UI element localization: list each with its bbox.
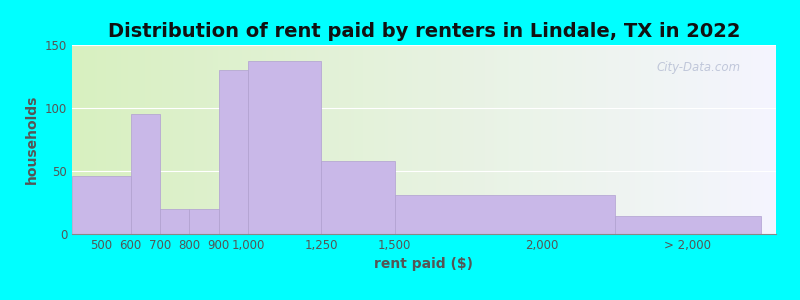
Title: Distribution of rent paid by renters in Lindale, TX in 2022: Distribution of rent paid by renters in … [108, 22, 740, 41]
Bar [190, 209, 218, 234]
Bar [322, 161, 394, 234]
Y-axis label: households: households [26, 95, 39, 184]
Bar [160, 209, 190, 234]
Bar [248, 61, 322, 234]
X-axis label: rent paid ($): rent paid ($) [374, 257, 474, 272]
Bar [394, 195, 614, 234]
Bar [614, 216, 762, 234]
Bar [130, 114, 160, 234]
Text: City-Data.com: City-Data.com [656, 61, 741, 74]
Bar [72, 176, 130, 234]
Bar [218, 70, 248, 234]
